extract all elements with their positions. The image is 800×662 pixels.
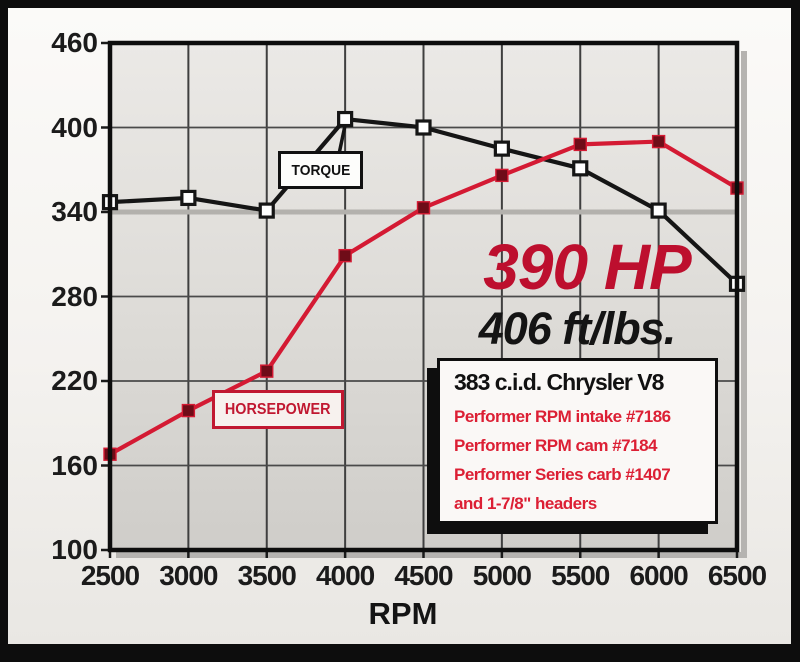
peak-torque-callout: 406 ft/lbs.	[478, 303, 677, 354]
horsepower-series-label-text: HORSEPOWER	[225, 400, 331, 418]
y-tick-label: 160	[51, 449, 98, 481]
engine-spec-lines: Performer RPM intake #7186 Performer RPM …	[454, 402, 715, 518]
torque-series-label: TORQUE	[278, 151, 363, 189]
y-tick-label: 100	[51, 534, 98, 565]
x-tick-label: 6000	[629, 560, 688, 591]
engine-spec-line: Performer RPM intake #7186	[454, 407, 671, 426]
peak-horsepower-callout: 390 HP	[483, 231, 691, 303]
torque-series-label-text: TORQUE	[291, 161, 350, 179]
y-tick-label: 280	[51, 280, 98, 312]
y-tick-label: 220	[51, 365, 98, 396]
y-tick-label: 340	[51, 196, 98, 227]
x-tick-label: 4500	[394, 560, 453, 591]
x-tick-label: 6500	[707, 560, 767, 591]
engine-spec-line: Performer Series carb #1407	[454, 465, 671, 484]
x-tick-label: 4000	[315, 560, 375, 591]
x-tick-label: 5500	[551, 560, 610, 591]
y-tick-label: 460	[51, 27, 98, 58]
engine-spec-box: 383 c.i.d. Chrysler V8 Performer RPM int…	[437, 358, 718, 524]
y-tick-label: 400	[51, 111, 98, 143]
engine-spec-title: 383 c.i.d. Chrysler V8	[454, 369, 664, 395]
engine-spec-line: and 1-7/8" headers	[454, 494, 597, 513]
x-tick-label: 3500	[237, 560, 297, 591]
horsepower-series-label: HORSEPOWER	[212, 390, 344, 429]
x-axis-title: RPM	[368, 596, 438, 631]
x-tick-label: 5000	[472, 560, 532, 591]
x-tick-label: 3000	[159, 560, 218, 591]
x-tick-label: 2500	[80, 560, 140, 591]
engine-spec-line: Performer RPM cam #7184	[454, 436, 658, 455]
